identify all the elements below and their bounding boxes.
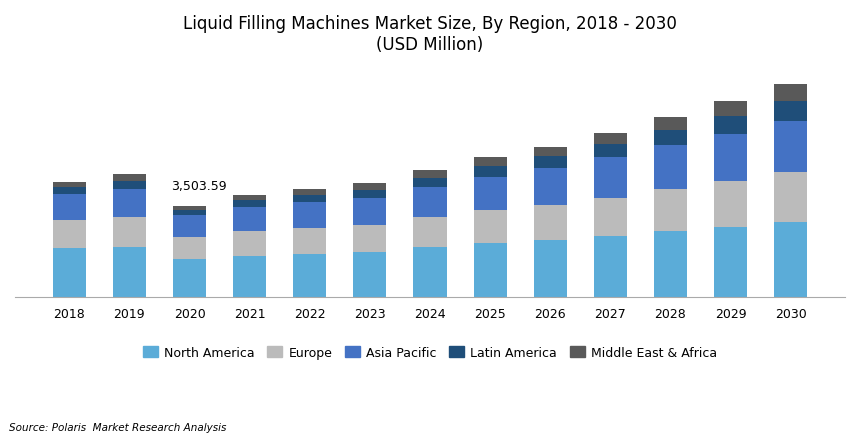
Text: 3,503.59: 3,503.59	[171, 180, 226, 193]
Bar	[52, 220, 86, 249]
Bar	[353, 184, 386, 190]
Bar	[233, 207, 266, 231]
Bar	[474, 158, 507, 167]
Bar	[474, 167, 507, 178]
Bar	[714, 135, 747, 181]
Title: Liquid Filling Machines Market Size, By Region, 2018 - 2030
(USD Million): Liquid Filling Machines Market Size, By …	[183, 15, 677, 54]
Bar	[714, 227, 747, 297]
Bar	[594, 145, 627, 158]
Bar	[654, 118, 687, 131]
Bar	[293, 190, 326, 196]
Bar	[774, 122, 808, 173]
Bar	[474, 211, 507, 243]
Bar	[654, 146, 687, 189]
Bar	[714, 102, 747, 117]
Text: Source: Polaris  Market Research Analysis: Source: Polaris Market Research Analysis	[9, 422, 226, 432]
Bar	[534, 240, 567, 297]
Bar	[774, 223, 808, 297]
Bar	[293, 254, 326, 297]
Bar	[594, 133, 627, 145]
Bar	[774, 101, 808, 122]
Bar	[113, 190, 146, 217]
Bar	[233, 201, 266, 207]
Bar	[414, 218, 446, 248]
Bar	[414, 178, 446, 187]
Bar	[534, 148, 567, 157]
Bar	[714, 181, 747, 227]
Bar	[654, 189, 687, 232]
Bar	[594, 237, 627, 297]
Bar	[594, 158, 627, 198]
Bar	[534, 169, 567, 205]
Bar	[113, 181, 146, 190]
Bar	[293, 228, 326, 254]
Bar	[233, 256, 266, 297]
Bar	[113, 247, 146, 297]
Bar	[52, 182, 86, 187]
Bar	[654, 232, 687, 297]
Bar	[113, 217, 146, 247]
Bar	[293, 203, 326, 228]
Bar	[52, 249, 86, 297]
Bar	[534, 205, 567, 240]
Bar	[173, 207, 206, 210]
Bar	[52, 187, 86, 195]
Bar	[414, 187, 446, 218]
Bar	[173, 216, 206, 237]
Bar	[714, 117, 747, 135]
Legend: North America, Europe, Asia Pacific, Latin America, Middle East & Africa: North America, Europe, Asia Pacific, Lat…	[138, 341, 722, 364]
Bar	[594, 198, 627, 237]
Bar	[353, 198, 386, 225]
Bar	[534, 157, 567, 169]
Bar	[414, 171, 446, 178]
Bar	[474, 243, 507, 297]
Bar	[414, 248, 446, 297]
Bar	[233, 196, 266, 201]
Bar	[654, 131, 687, 146]
Bar	[173, 237, 206, 260]
Bar	[774, 173, 808, 223]
Bar	[353, 190, 386, 198]
Bar	[233, 231, 266, 256]
Bar	[52, 195, 86, 220]
Bar	[353, 252, 386, 297]
Bar	[353, 225, 386, 252]
Bar	[774, 85, 808, 101]
Bar	[474, 178, 507, 211]
Bar	[173, 210, 206, 216]
Bar	[293, 196, 326, 203]
Bar	[113, 175, 146, 181]
Bar	[173, 260, 206, 297]
